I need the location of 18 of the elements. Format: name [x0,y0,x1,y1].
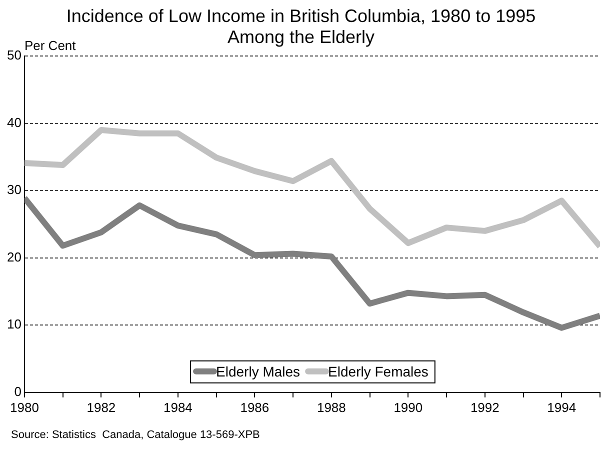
legend-label: Elderly Females [328,363,428,380]
legend-label: Elderly Males [216,363,300,380]
y-axis-title: Per Cent [24,38,76,53]
y-tick-label: 0 [14,384,22,399]
source-note: Source: Statistics Canada, Catalogue 13-569-XPB [11,429,260,441]
y-tick-label: 50 [6,48,22,63]
y-tick-label: 20 [6,249,22,264]
y-tick-label: 30 [6,182,22,198]
y-tick-label: 40 [6,114,22,130]
x-tick-label: 1988 [316,400,346,415]
x-tick-label: 1986 [240,400,270,415]
x-tick-label: 1994 [547,400,576,415]
x-tick-label: 1984 [163,400,192,415]
x-tick-label: 1982 [86,400,116,415]
y-tick-label: 10 [6,316,22,332]
x-tick-label: 1990 [394,400,423,415]
x-tick-label: 1980 [10,400,39,415]
x-tick-label: 1992 [470,400,500,415]
